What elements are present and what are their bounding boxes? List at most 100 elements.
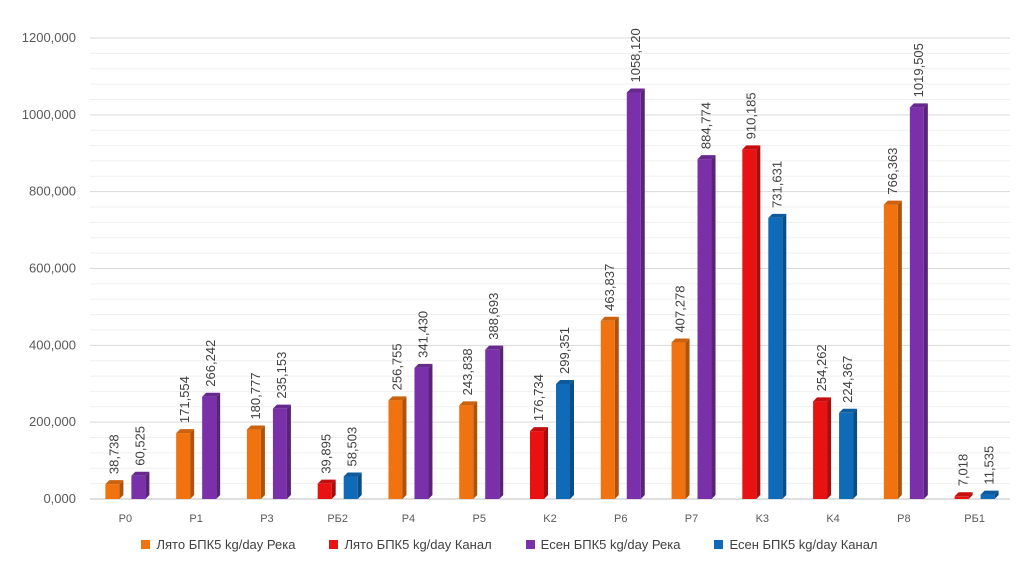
data-label: 463,837 <box>602 264 617 311</box>
bar-side <box>827 397 832 499</box>
bar-front <box>530 431 544 499</box>
bar-top <box>105 480 124 485</box>
x-tick-label: PБ1 <box>964 513 985 525</box>
bar-top <box>883 200 902 205</box>
data-label: 256,755 <box>389 343 404 390</box>
bar-side <box>640 88 645 500</box>
bar-side <box>968 492 973 499</box>
bar <box>768 213 787 499</box>
data-label: 884,774 <box>699 102 714 149</box>
bar <box>530 427 548 499</box>
data-label: 766,363 <box>885 148 900 195</box>
bar-front <box>414 367 429 499</box>
bar-side <box>402 396 407 499</box>
legend-label: Лято БПК5 kg/day Река <box>156 536 296 552</box>
bar-top <box>768 213 787 218</box>
bar-side <box>119 480 124 499</box>
bar <box>131 471 150 499</box>
legend-item: Лято БПК5 kg/day Канал <box>329 536 492 552</box>
y-tick-label: 1200,000 <box>22 30 76 45</box>
bar-top <box>909 103 928 108</box>
bar-top <box>317 479 336 484</box>
x-tick-label: P5 <box>472 513 485 525</box>
bar-top <box>954 492 973 497</box>
bar-chart: 0,000 200,000 400,000 600,000 800,000 1000,00… <box>22 28 1010 525</box>
x-tick-label: PБ2 <box>327 513 348 525</box>
bar-side <box>994 490 999 499</box>
legend-item: Есен БПК5 kg/day Река <box>525 537 680 552</box>
bar <box>626 88 645 500</box>
bar-top <box>626 88 645 93</box>
bar-side <box>473 401 478 499</box>
x-tick-label: P6 <box>614 513 627 525</box>
bar-front <box>105 484 120 499</box>
bar-side <box>544 427 548 499</box>
x-tick-label: P8 <box>897 513 910 525</box>
bar-front <box>980 494 995 499</box>
bar-top <box>343 472 362 477</box>
data-label: 388,693 <box>486 293 501 340</box>
bar-side <box>260 425 265 499</box>
bar-front <box>813 401 828 499</box>
bar-top <box>131 471 150 476</box>
bar <box>671 338 690 499</box>
bar <box>742 145 761 499</box>
data-label: 341,430 <box>415 311 430 358</box>
y-tick-label: 800,000 <box>29 184 76 199</box>
x-tick-label: K4 <box>826 513 839 525</box>
bar-front <box>697 159 712 500</box>
bar-side <box>190 429 195 499</box>
y-tick-label: 400,000 <box>29 337 76 352</box>
bar <box>600 316 619 499</box>
bar-top <box>272 404 291 409</box>
bar-front <box>272 408 287 499</box>
bar-top <box>176 429 195 434</box>
y-tick-label: 600,000 <box>29 261 76 276</box>
bar-top <box>742 145 761 150</box>
legend-swatch <box>525 539 535 549</box>
bar-top <box>600 316 619 321</box>
data-label: 60,525 <box>132 426 147 466</box>
bar <box>980 490 999 499</box>
bar-front <box>626 92 641 500</box>
x-tick-label: P0 <box>119 513 132 525</box>
bar-top <box>671 338 690 343</box>
legend-label: Лято БПК5 kg/day Канал <box>344 536 492 552</box>
data-label: 910,185 <box>743 92 758 139</box>
bar-front <box>202 396 217 499</box>
bar-front <box>768 217 783 499</box>
x-tick-label: P7 <box>685 513 698 525</box>
data-label: 171,554 <box>177 376 192 423</box>
bar-front <box>388 400 403 499</box>
bar <box>343 472 362 499</box>
bar-top <box>388 396 407 401</box>
bar-front <box>317 483 332 499</box>
bar-top <box>813 397 832 402</box>
data-label: 39,895 <box>319 434 334 474</box>
legend-item: Лято БПК5 kg/day Река <box>141 537 295 552</box>
bar-top <box>414 363 433 368</box>
x-tick-label: P3 <box>260 513 273 525</box>
data-label: 731,631 <box>769 161 784 208</box>
data-label: 11,535 <box>982 446 997 485</box>
data-label: 7,018 <box>956 454 971 487</box>
bar <box>697 155 716 500</box>
data-label: 243,838 <box>460 348 475 395</box>
bar-side <box>711 155 716 500</box>
bar-top <box>202 392 221 397</box>
data-label: 224,367 <box>840 356 855 403</box>
bar-front <box>246 429 261 499</box>
data-label: 58,503 <box>345 427 360 467</box>
bar-side <box>286 404 291 499</box>
bar <box>485 345 504 499</box>
data-label: 1058,120 <box>628 28 643 82</box>
bar <box>388 396 407 499</box>
bar-top <box>246 425 265 430</box>
legend-item: Есен БПК5 kg/day Канал <box>714 537 878 552</box>
bar-side <box>570 379 574 499</box>
bar-front <box>839 412 854 499</box>
bar-side <box>357 472 362 499</box>
bar-front <box>909 107 924 500</box>
bar-top <box>530 427 548 432</box>
bar-top <box>556 379 574 384</box>
